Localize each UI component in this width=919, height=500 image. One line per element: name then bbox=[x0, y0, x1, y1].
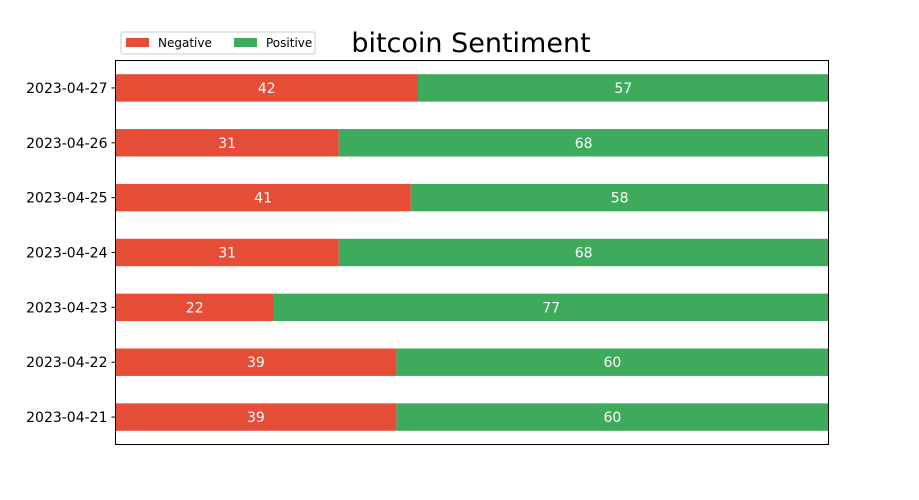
data-label-positive: 60 bbox=[604, 410, 622, 426]
bar-negative bbox=[115, 403, 397, 431]
data-label-positive: 68 bbox=[575, 136, 593, 152]
bar-negative bbox=[115, 183, 411, 212]
chart-title: bitcoin Sentiment bbox=[351, 28, 590, 59]
bar-negative bbox=[115, 348, 397, 376]
y-tick-label: 2023-04-24 bbox=[26, 246, 107, 262]
y-tick-label: 2023-04-23 bbox=[26, 300, 107, 316]
bar-positive bbox=[396, 348, 829, 376]
bar-positive bbox=[338, 238, 829, 267]
bar-negative bbox=[115, 74, 418, 102]
bar-negative bbox=[115, 238, 339, 267]
y-tick-label: 2023-04-21 bbox=[26, 410, 107, 426]
y-tick-label: 2023-04-27 bbox=[26, 81, 107, 97]
data-label-negative: 39 bbox=[247, 410, 265, 426]
data-label-negative: 31 bbox=[218, 136, 236, 152]
legend: Negative Positive bbox=[120, 31, 316, 55]
data-label-negative: 22 bbox=[186, 300, 204, 316]
data-label-positive: 58 bbox=[611, 191, 629, 207]
bar-negative bbox=[115, 293, 274, 322]
data-label-positive: 77 bbox=[542, 300, 560, 316]
data-label-positive: 60 bbox=[604, 355, 622, 371]
legend-frame bbox=[120, 31, 316, 55]
y-tick-label: 2023-04-26 bbox=[26, 136, 107, 152]
bar-negative bbox=[115, 129, 339, 157]
y-axis: 2023-04-27 2023-04-26 2023-04-25 2023-04-24… bbox=[26, 81, 116, 426]
bar-positive bbox=[338, 129, 829, 157]
plot-frame bbox=[115, 60, 829, 445]
bars-group: 42 57 31 68 41 58 31 68 22 77 39 60 39 60 bbox=[115, 74, 829, 431]
bar-positive bbox=[410, 183, 829, 212]
data-label-negative: 31 bbox=[218, 246, 236, 262]
data-label-negative: 39 bbox=[247, 355, 265, 371]
y-tick-label: 2023-04-22 bbox=[26, 355, 107, 371]
legend-label-negative: Negative bbox=[158, 36, 212, 50]
bar-positive bbox=[273, 293, 829, 322]
bar-positive bbox=[417, 74, 829, 102]
y-tick-label: 2023-04-25 bbox=[26, 191, 107, 207]
bar-positive bbox=[396, 403, 829, 431]
data-label-positive: 68 bbox=[575, 246, 593, 262]
legend-swatch-negative bbox=[126, 38, 149, 47]
legend-swatch-positive bbox=[234, 38, 257, 47]
data-label-negative: 41 bbox=[254, 191, 272, 207]
data-label-positive: 57 bbox=[614, 81, 632, 97]
legend-label-positive: Positive bbox=[266, 36, 312, 50]
data-label-negative: 42 bbox=[258, 81, 276, 97]
